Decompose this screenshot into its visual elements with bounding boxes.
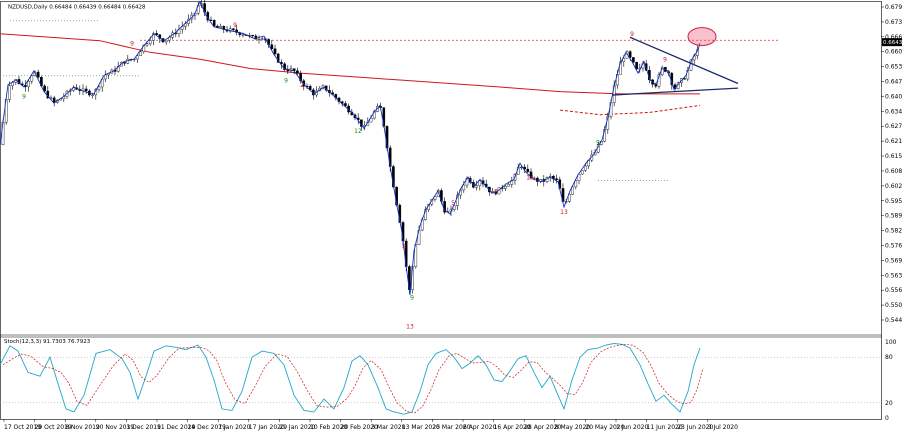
- candle-body: [37, 72, 39, 77]
- highlight-circle: [688, 28, 716, 46]
- date-tick-label: 8 Nov 2019: [65, 424, 100, 431]
- stoch-axis-label: 0: [885, 415, 889, 422]
- candle-body: [258, 39, 260, 40]
- candle-body: [165, 40, 167, 42]
- candle-body: [504, 186, 506, 188]
- candle-body: [232, 29, 234, 30]
- price-tick-label: 0.65385: [885, 64, 902, 71]
- price-tick-label: 0.63455: [885, 108, 902, 115]
- td-count-label: 2: [300, 82, 304, 89]
- td-count-label: 9: [630, 31, 634, 38]
- price-tick-label: 0.61520: [885, 153, 902, 160]
- candle-body: [92, 95, 94, 96]
- candle-body: [149, 40, 151, 43]
- price-tick-label: 0.64725: [885, 79, 902, 86]
- price-tick-label: 0.54415: [885, 317, 902, 324]
- price-tick-label: 0.59560: [885, 198, 902, 205]
- date-tick-label: 3 Mar 2020: [371, 424, 405, 431]
- candle-body: [85, 89, 87, 91]
- price-tick-label: 0.57620: [885, 242, 902, 249]
- price-tick-label: 0.67330: [885, 19, 902, 26]
- chart-header: NZDUSD,Daily 0.66484 0.66439 0.66484 0.6…: [8, 5, 146, 11]
- candle-body: [28, 81, 30, 87]
- stoch-axis-label: 100: [885, 339, 897, 346]
- price-tick-label: 0.58285: [885, 228, 902, 235]
- date-tick-label: 3 Jul 2020: [708, 424, 738, 431]
- td-count-label: 5: [451, 200, 455, 207]
- candle-body: [140, 52, 142, 56]
- date-tick-label: 7 Jan 2020: [218, 424, 250, 431]
- price-tick-label: 0.62155: [885, 138, 902, 145]
- td-count-label: 13: [560, 209, 568, 216]
- current-price-label: 0.66439: [883, 40, 902, 46]
- price-tick-label: 0.55050: [885, 302, 902, 309]
- candle-body: [242, 35, 244, 36]
- td-count-label: 9: [410, 295, 414, 302]
- candle-body: [252, 35, 254, 36]
- price-tick-label: 0.64090: [885, 93, 902, 100]
- price-tick-label: 0.56350: [885, 272, 902, 279]
- candle-body: [124, 62, 126, 63]
- td-count-label: 13: [406, 323, 414, 330]
- candle-body: [463, 185, 465, 190]
- candle-body: [632, 57, 634, 62]
- td-count-label: 9: [130, 40, 134, 47]
- candle-body: [31, 76, 33, 81]
- candle-body: [629, 52, 631, 58]
- candle-body: [271, 45, 273, 49]
- candle-body: [261, 39, 263, 40]
- price-tick-label: 0.58920: [885, 213, 902, 220]
- candle-body: [684, 79, 686, 80]
- price-tick-label: 0.60220: [885, 183, 902, 190]
- price-tick-label: 0.55685: [885, 287, 902, 294]
- candle-body: [156, 33, 158, 34]
- date-tick-label: 1 Jun 2020: [616, 424, 648, 431]
- price-tick-label: 0.66020: [885, 49, 902, 56]
- td-count-label: 12: [354, 128, 362, 135]
- candle-body: [146, 44, 148, 45]
- price-tick-label: 0.56985: [885, 257, 902, 264]
- candle-body: [476, 186, 478, 188]
- td-count-label: 8: [402, 244, 406, 251]
- td-count-label: 8: [494, 188, 498, 195]
- chart-frame: [1, 2, 882, 420]
- candle-body: [527, 169, 529, 172]
- stoch-axis-label: 80: [885, 354, 893, 361]
- price-tick-label: 0.60855: [885, 168, 902, 175]
- candle-body: [508, 184, 510, 186]
- candle-body: [584, 166, 586, 170]
- candle-body: [220, 26, 222, 27]
- candle-body: [213, 20, 215, 26]
- td-count-label: 9: [596, 140, 600, 147]
- candle-body: [8, 86, 10, 100]
- td-count-label: 9: [284, 77, 288, 84]
- candle-body: [581, 170, 583, 174]
- candle-body: [296, 71, 298, 74]
- candle-body: [274, 49, 276, 54]
- td-count-label: 9: [663, 57, 667, 64]
- date-tick-label: 3 Dec 2019: [126, 424, 161, 431]
- stoch-axis-label: 20: [885, 400, 893, 407]
- price-tick-label: 0.67960: [885, 4, 902, 11]
- candle-body: [479, 181, 481, 186]
- price-tick-label: 0.62790: [885, 123, 902, 130]
- candle-body: [98, 87, 100, 90]
- td-count-label: 9: [22, 94, 26, 101]
- candle-body: [556, 179, 558, 180]
- td-count-label: 9: [233, 22, 237, 29]
- stoch-label: Stoch(12,3,3) 91.7303 76.7923: [4, 339, 91, 345]
- td-count-label: 14: [526, 174, 534, 181]
- date-tick-label: 6 Apr 2020: [463, 424, 496, 431]
